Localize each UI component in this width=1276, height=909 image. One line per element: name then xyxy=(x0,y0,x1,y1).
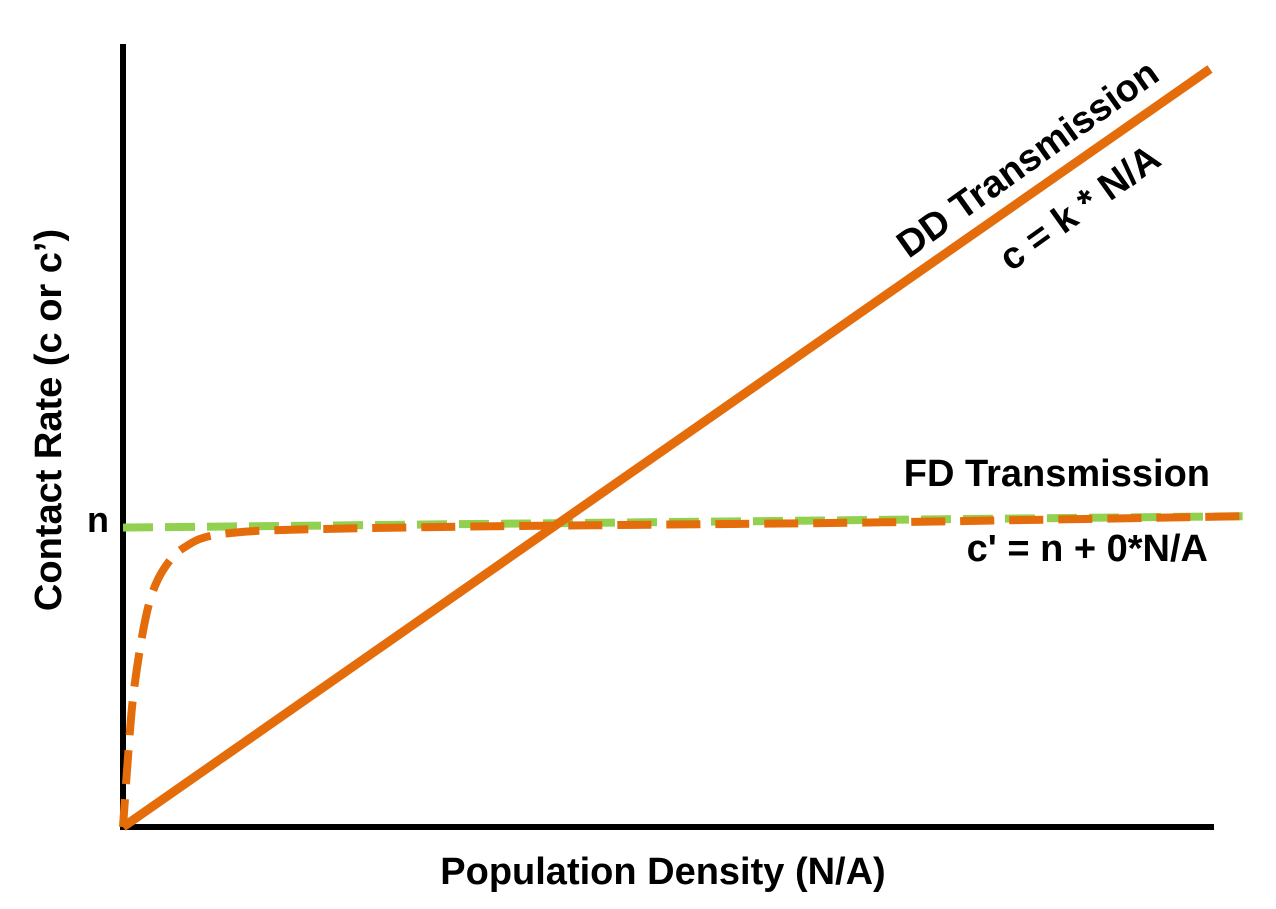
fd-transmission-label: FD Transmission xyxy=(904,453,1210,495)
x-axis-label: Population Density (N/A) xyxy=(440,851,885,893)
series-fd-curve-line xyxy=(119,512,1243,828)
series-dd-line xyxy=(120,65,1213,831)
y-tick-label-n: n xyxy=(87,499,109,540)
fd-equation-label: c' = n + 0*N/A xyxy=(967,528,1208,570)
series-layer xyxy=(119,65,1243,831)
y-axis-label: Contact Rate (c or c’) xyxy=(28,229,70,611)
